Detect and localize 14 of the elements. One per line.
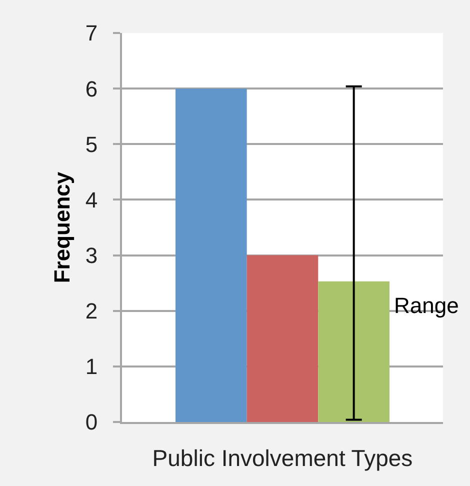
y-tick-label: 0 [85, 410, 98, 435]
y-tick-label: 5 [85, 132, 98, 157]
bar [318, 281, 390, 422]
y-tick-label: 3 [85, 242, 98, 268]
y-tick-label: 6 [85, 76, 98, 102]
y-tick-label: 1 [85, 354, 98, 380]
x-axis-title: Public Involvement Types [152, 445, 413, 472]
bar [176, 88, 247, 422]
y-axis-title: Frequency [50, 171, 75, 284]
annotation: Range [394, 293, 459, 318]
y-tick-label: 4 [85, 187, 98, 212]
bar [246, 255, 318, 422]
y-tick-label: 7 [85, 20, 98, 46]
y-tick-label: 2 [85, 298, 98, 324]
